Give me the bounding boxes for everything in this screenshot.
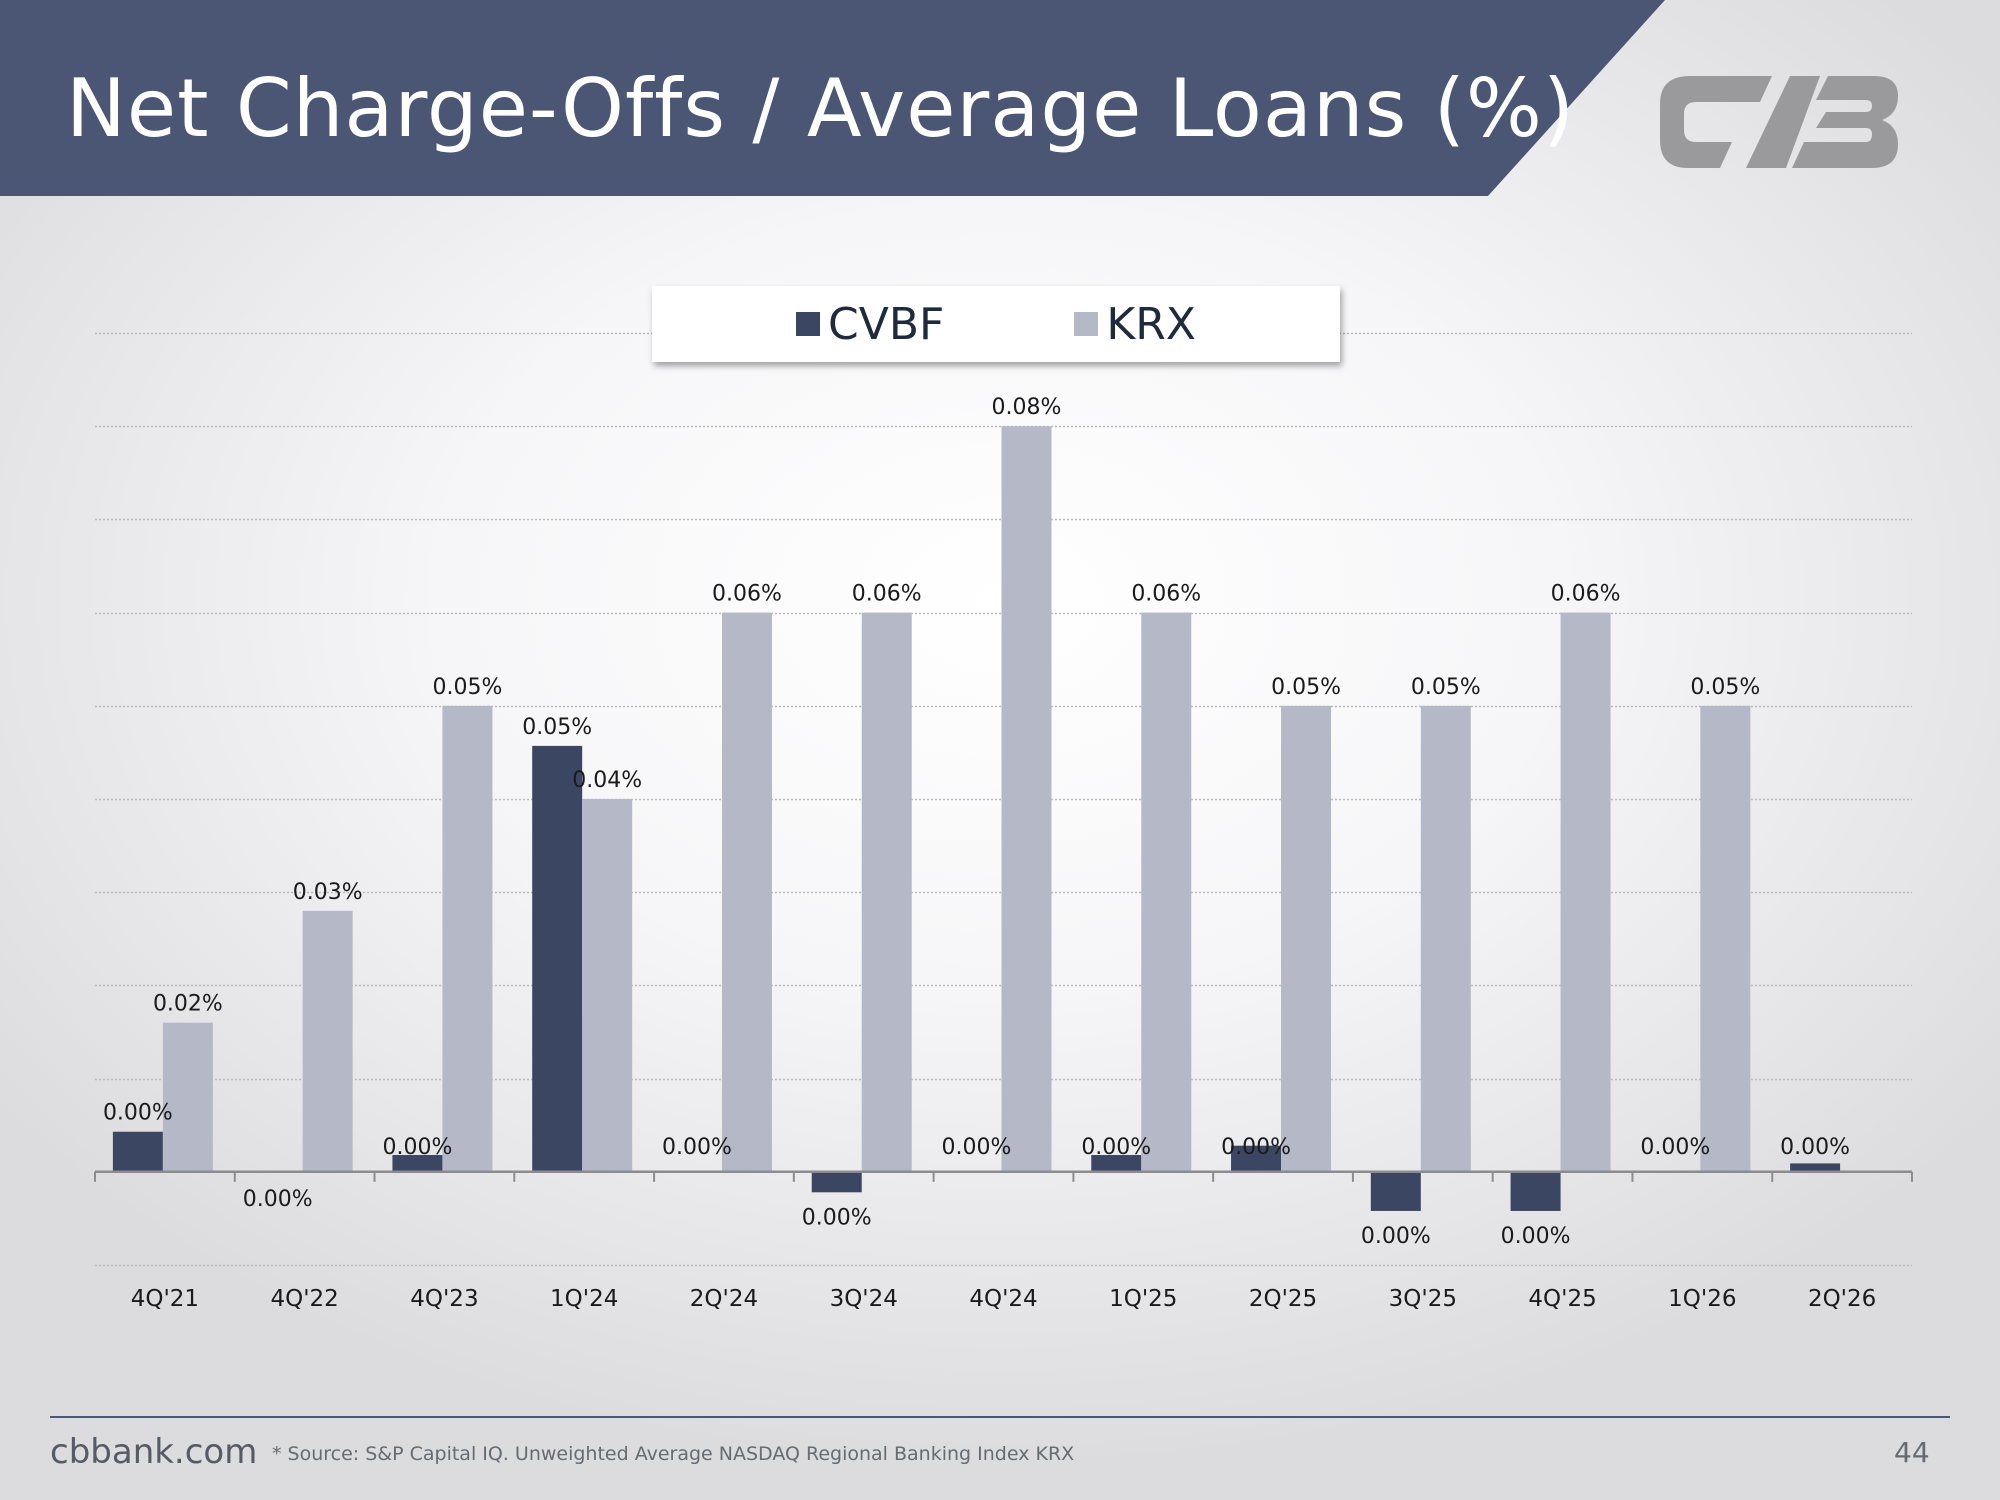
data-label-krx-7: 0.06% — [1131, 582, 1201, 607]
data-label-krx-9: 0.05% — [1411, 675, 1481, 700]
data-label-cvbf-5: 0.00% — [802, 1205, 872, 1230]
legend-swatch-cvbf — [796, 312, 821, 336]
bar-krx-10 — [1560, 612, 1611, 1172]
legend-label-krx: KRX — [1106, 298, 1196, 350]
bar-cvbf-0 — [112, 1131, 163, 1172]
bar-cvbf-10 — [1510, 1171, 1561, 1211]
bar-cvbf-7 — [1091, 1155, 1142, 1172]
bar-cvbf-8 — [1231, 1145, 1282, 1172]
x-tick-label-8: 2Q'25 — [1249, 1286, 1317, 1312]
bar-krx-9 — [1420, 705, 1471, 1172]
data-label-krx-6: 0.08% — [992, 395, 1062, 420]
header-shape — [0, 0, 1665, 196]
data-label-krx-3: 0.04% — [572, 768, 642, 793]
bar-cvbf-3 — [532, 745, 583, 1172]
x-tick-label-7: 1Q'25 — [1109, 1286, 1177, 1312]
data-label-krx-2: 0.05% — [432, 675, 502, 700]
bar-krx-2 — [442, 705, 493, 1172]
legend-item-cvbf: CVBF — [796, 299, 944, 350]
data-label-krx-1: 0.03% — [293, 880, 363, 905]
data-labels: 0.00% 0.02% 0.00% 0.03% 0.00% 0.05% 0.05% 0.04%… — [103, 395, 1850, 1249]
data-label-cvbf-11: 0.00% — [1640, 1135, 1710, 1160]
bar-krx-4 — [721, 612, 772, 1172]
data-label-cvbf-10: 0.00% — [1501, 1224, 1571, 1249]
x-tick-label-5: 3Q'24 — [830, 1286, 898, 1312]
data-label-cvbf-6: 0.00% — [942, 1135, 1012, 1160]
bar-chart: 4Q'21 4Q'22 4Q'23 1Q'24 2Q'24 3Q'24 4Q'24 1Q'25… — [94, 332, 1913, 1312]
data-label-krx-10: 0.06% — [1551, 582, 1621, 607]
page-title: Net Charge-Offs / Average Loans (%) — [66, 62, 1576, 155]
data-label-krx-0: 0.02% — [153, 992, 223, 1017]
bar-krx-0 — [162, 1022, 213, 1172]
data-label-cvbf-8: 0.00% — [1221, 1135, 1291, 1160]
data-label-cvbf-2: 0.00% — [382, 1135, 452, 1160]
data-label-cvbf-1: 0.00% — [243, 1187, 313, 1212]
data-label-cvbf-0: 0.00% — [103, 1101, 173, 1126]
cvb-logo-icon — [1660, 76, 1898, 168]
legend-swatch-krx — [1074, 312, 1099, 336]
bars — [112, 426, 1841, 1211]
x-tick-label-1: 4Q'22 — [270, 1286, 338, 1312]
x-tick-label-11: 1Q'26 — [1668, 1286, 1736, 1312]
data-label-krx-8: 0.05% — [1271, 675, 1341, 700]
data-label-krx-4: 0.06% — [712, 582, 782, 607]
footer-website: cbbank.com — [50, 1432, 258, 1472]
bar-krx-3 — [582, 799, 633, 1172]
bar-krx-6 — [1001, 426, 1052, 1172]
x-tick-label-9: 3Q'25 — [1389, 1286, 1457, 1312]
data-label-krx-11: 0.05% — [1690, 675, 1760, 700]
bar-cvbf-9 — [1370, 1171, 1421, 1211]
bar-cvbf-5 — [811, 1171, 862, 1193]
data-label-krx-5: 0.06% — [852, 582, 922, 607]
bar-krx-7 — [1141, 612, 1192, 1172]
data-label-cvbf-7: 0.00% — [1081, 1135, 1151, 1160]
chart-legend: CVBF KRX — [652, 286, 1340, 362]
bar-krx-5 — [861, 612, 912, 1172]
page-number: 44 — [1894, 1436, 1930, 1469]
bar-krx-8 — [1281, 705, 1332, 1172]
bar-krx-1 — [302, 910, 353, 1172]
x-axis: 4Q'21 4Q'22 4Q'23 1Q'24 2Q'24 3Q'24 4Q'24 1Q'25… — [94, 1170, 1913, 1312]
data-label-cvbf-4: 0.00% — [662, 1135, 732, 1160]
x-tick-label-4: 2Q'24 — [690, 1286, 758, 1312]
x-tick-label-2: 4Q'23 — [410, 1286, 478, 1312]
legend-item-krx: KRX — [1074, 299, 1196, 350]
data-label-cvbf-9: 0.00% — [1361, 1224, 1431, 1249]
bar-krx-11 — [1700, 705, 1751, 1172]
x-tick-label-10: 4Q'25 — [1528, 1286, 1596, 1312]
legend-label-cvbf: CVBF — [828, 298, 945, 350]
x-tick-label-12: 2Q'26 — [1808, 1286, 1876, 1312]
x-tick-label-3: 1Q'24 — [550, 1286, 618, 1312]
data-label-cvbf-3: 0.05% — [522, 715, 592, 740]
data-label-cvbf-12: 0.00% — [1780, 1135, 1850, 1160]
bar-cvbf-12 — [1790, 1163, 1841, 1172]
header-banner: Net Charge-Offs / Average Loans (%) — [0, 0, 2000, 200]
footer-divider — [50, 1416, 1950, 1418]
footer-source-note: * Source: S&P Capital IQ. Unweighted Ave… — [272, 1443, 1075, 1465]
x-tick-label-0: 4Q'21 — [131, 1286, 199, 1312]
bar-cvbf-2 — [392, 1155, 443, 1172]
x-tick-label-6: 4Q'24 — [969, 1286, 1037, 1312]
